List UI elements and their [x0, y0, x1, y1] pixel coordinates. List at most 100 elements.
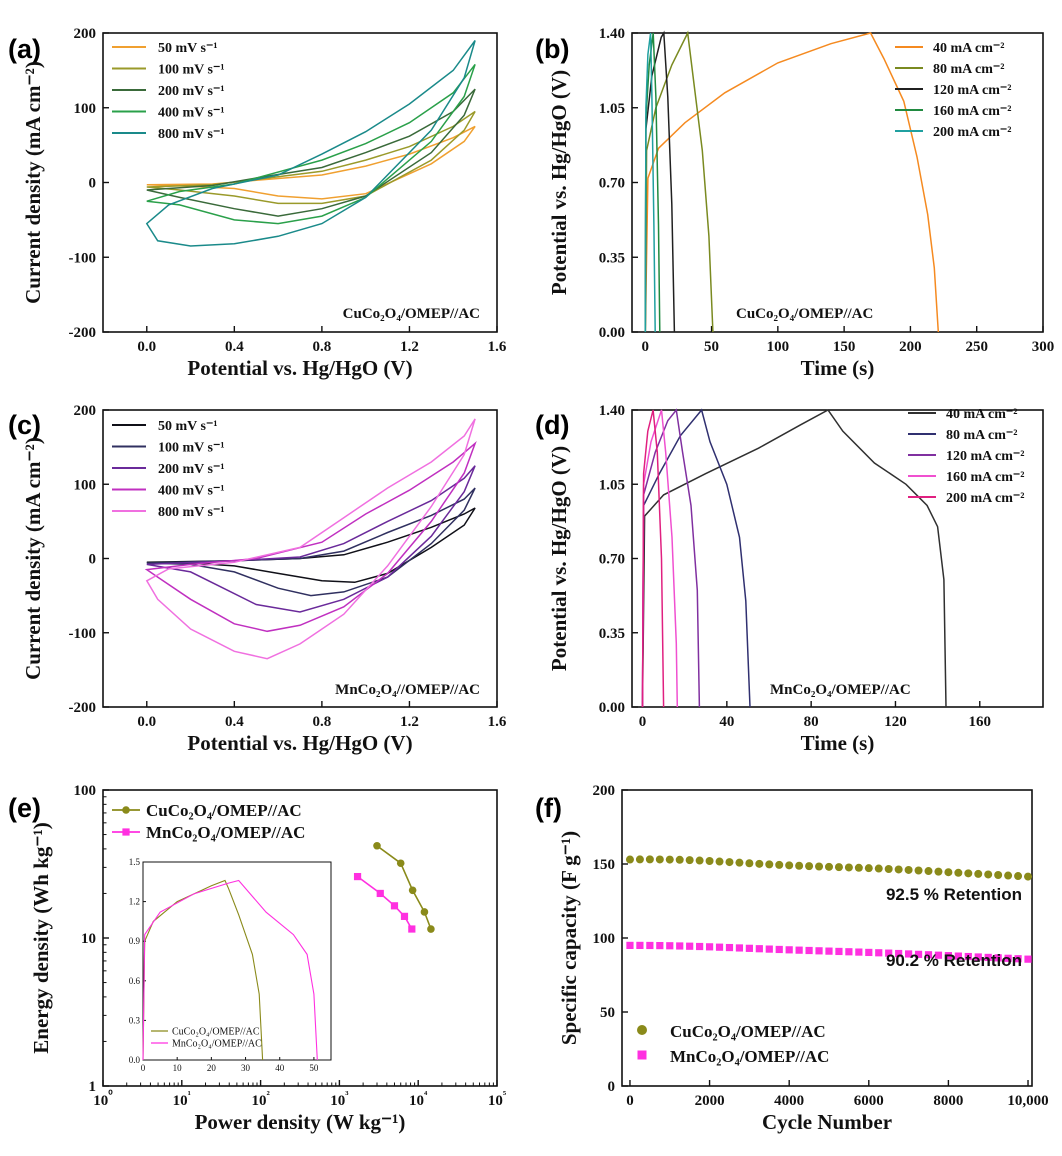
legend-label: 200 mV s⁻¹ [158, 84, 225, 99]
cycle-point [875, 949, 883, 957]
inset-y-tick-label: 1.5 [129, 857, 141, 867]
y-tick-label: 200 [74, 403, 97, 419]
x-tick-base: 10 [93, 1093, 108, 1109]
x-tick-exp: ¹ [188, 1089, 191, 1101]
y-tick-label: -200 [69, 700, 97, 716]
legend-label: 200 mA cm⁻² [933, 125, 1011, 140]
gcd-curve-b-4 [644, 32, 656, 333]
cycle-point [696, 942, 704, 951]
cycle-point [695, 856, 704, 865]
cycle-point [1014, 955, 1022, 963]
inset-frame [142, 861, 332, 1061]
legend-label: 80 mA cm⁻² [946, 428, 1017, 443]
x-tick-label: 100 [767, 339, 790, 355]
inset-curve-1 [142, 879, 318, 1061]
panel-b: (b) 0 50 100 150 200 250 300 0.00 0.35 0.70 1.05 1.4… [535, 26, 1054, 380]
inset-curve-0 [142, 879, 264, 1061]
legend-label: 120 mA cm⁻² [933, 83, 1011, 98]
y-tick-label: 0 [608, 1079, 616, 1095]
cycle-point [725, 858, 734, 867]
ragone-point [390, 902, 399, 910]
y-tick-label: 0.00 [599, 700, 625, 716]
ragone-point [400, 912, 409, 920]
y-axis-label-f: Specific capacity (F g⁻¹) [557, 831, 581, 1045]
x-tick-label: 250 [965, 339, 988, 355]
cycle-point [815, 947, 823, 955]
x-axis-label-d: Time (s) [801, 731, 875, 755]
cycle-point [735, 858, 744, 867]
cycle-point [785, 946, 793, 954]
cycle-point [795, 946, 803, 954]
panel-label-a: (a) [8, 34, 41, 64]
y-tick-label: 1 [89, 1079, 97, 1095]
cycle-point [914, 950, 923, 958]
panel-annotation-d: MnCo₂O₄/OMEP//AC [770, 682, 911, 698]
x-tick-label: 10³ [330, 1089, 349, 1109]
y-axis-label-b: Potential vs. Hg/HgO (V) [547, 70, 571, 295]
cycle-point [974, 953, 982, 961]
x-tick-label: 10¹ [173, 1089, 191, 1109]
legend-label: 40 mA cm⁻² [933, 41, 1004, 56]
legend-label: 200 mA cm⁻² [946, 491, 1024, 506]
gcd-curve-b-2 [644, 30, 676, 333]
cycle-point [666, 942, 674, 950]
y-tick-label: 0.35 [599, 250, 625, 266]
legend-label: 100 mV s⁻¹ [158, 441, 225, 456]
x-tick-label: 10,000 [1007, 1093, 1048, 1109]
cv-curve-a-3 [146, 63, 476, 225]
x-tick-exp: ⁵ [503, 1089, 507, 1101]
cycle-point [905, 950, 913, 958]
y-tick-label: 150 [593, 857, 616, 873]
x-tick-label: 10⁵ [488, 1089, 507, 1109]
cycle-point [1014, 872, 1023, 881]
cycle-point [964, 869, 973, 878]
cycle-point [765, 860, 774, 869]
x-tick-label: 10⁰ [93, 1089, 113, 1109]
y-tick-label: 50 [600, 1005, 615, 1021]
x-tick-label: 200 [899, 339, 922, 355]
legend-label: CuCo₂O₄/OMEP//AC [146, 801, 302, 820]
cycle-point [785, 861, 794, 870]
panel-annotation-c: MnCo₂O₄//OMEP//AC [335, 682, 480, 698]
y-tick-label: 1.40 [599, 26, 625, 42]
legend-label: CuCo₂O₄/OMEP//AC [670, 1022, 826, 1041]
y-axis-label-a: Current density (mA cm⁻²) [21, 61, 45, 304]
ragone-point [376, 889, 384, 898]
cycle-point [805, 946, 813, 955]
cycle-point [735, 944, 744, 952]
legend-label: MnCo₂O₄/OMEP//AC [146, 823, 305, 842]
x-tick-label: 10⁴ [409, 1089, 428, 1109]
gcd-curve-d-0 [641, 409, 947, 708]
y-tick-label: 200 [593, 783, 616, 799]
inset-x-tick-label: 40 [275, 1063, 285, 1073]
legend-label: 400 mV s⁻¹ [158, 484, 225, 499]
x-tick-label: 40 [719, 714, 734, 730]
panel-label-d: (d) [535, 410, 569, 440]
cv-curve-c-0 [146, 507, 476, 584]
cycle-point [656, 941, 664, 950]
cycle-point [815, 862, 824, 871]
cycle-point [904, 865, 913, 874]
inset-legend-label: CuCo₂O₄/OMEP//AC [172, 1027, 260, 1038]
cycle-point [825, 947, 833, 955]
legend-marker [637, 1025, 647, 1035]
cycle-point [844, 863, 853, 872]
cycle-point [625, 855, 634, 864]
cycle-point [994, 870, 1003, 879]
x-axis-label-b: Time (s) [801, 356, 875, 380]
gcd-curve-d-2 [641, 408, 701, 708]
panel-f: (f) 0 2000 4000 6000 8000 10,000 0 50 100 150 200 Cy… [535, 783, 1049, 1134]
x-tick-label: 0.4 [225, 339, 244, 355]
cycle-point [845, 948, 853, 956]
cycle-point [885, 949, 893, 957]
inset-y-tick-label: 0.3 [129, 1015, 141, 1025]
x-tick-exp: ⁴ [424, 1089, 428, 1101]
ragone-point [427, 925, 435, 933]
x-tick-label: 120 [884, 714, 907, 730]
panel-label-e: (e) [8, 793, 41, 823]
cycle-point [934, 951, 943, 959]
cycle-point [954, 868, 963, 877]
cycle-point [854, 863, 863, 872]
ragone-point [420, 908, 429, 916]
cv-curve-c-4 [145, 418, 476, 660]
